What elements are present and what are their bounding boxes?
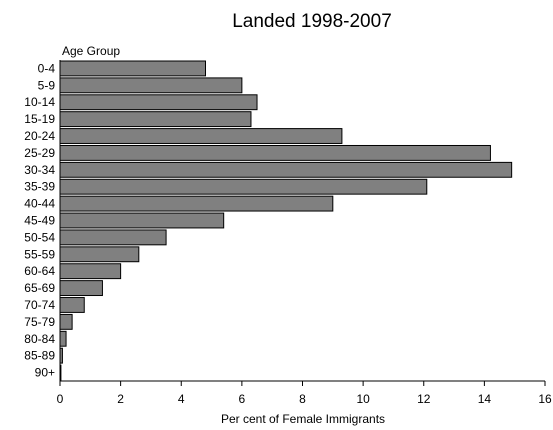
bar-75-79 [59, 313, 73, 330]
category-label-85-89: 85-89 [24, 349, 55, 363]
category-label-10-14: 10-14 [24, 95, 55, 109]
bar-15-19 [59, 111, 252, 128]
x-tick-label-2: 2 [117, 392, 124, 406]
category-label-50-54: 50-54 [24, 230, 55, 244]
bar-5-9 [59, 77, 243, 94]
x-tick-label-4: 4 [178, 392, 185, 406]
x-axis-ticks: 0 2 4 6 8 10 12 14 16 [57, 381, 552, 406]
bar-25-29 [59, 144, 491, 161]
bar-65-69 [59, 280, 103, 297]
category-label-65-69: 65-69 [24, 281, 55, 295]
x-axis-label: Per cent of Female Immigrants [221, 412, 385, 426]
bar-35-39 [59, 178, 428, 195]
x-tick-label-6: 6 [239, 392, 246, 406]
category-label-55-59: 55-59 [24, 247, 55, 261]
bar-45-49 [59, 212, 225, 229]
bars-group [59, 60, 513, 381]
category-label-25-29: 25-29 [24, 146, 55, 160]
chart-title: Landed 1998-2007 [232, 11, 392, 32]
category-label-35-39: 35-39 [24, 180, 55, 194]
x-tick-label-16: 16 [538, 392, 552, 406]
x-tick-label-14: 14 [478, 392, 492, 406]
bar-0-4 [59, 60, 206, 77]
x-tick-label-0: 0 [57, 392, 64, 406]
x-tick-label-10: 10 [356, 392, 370, 406]
bar-10-14 [59, 94, 258, 111]
bar-20-24 [59, 128, 343, 144]
category-label-30-34: 30-34 [24, 163, 55, 177]
bar-80-84 [59, 330, 67, 347]
category-label-40-44: 40-44 [24, 197, 55, 211]
bar-50-54 [59, 229, 167, 246]
category-label-60-64: 60-64 [24, 264, 55, 278]
x-tick-label-8: 8 [299, 392, 306, 406]
category-label-70-74: 70-74 [24, 298, 55, 312]
category-label-5-9: 5-9 [38, 78, 56, 92]
category-labels: 0-4 5-9 10-14 15-19 20-24 25-29 30-34 35-39 40-4… [24, 61, 55, 379]
category-label-90+: 90+ [35, 366, 55, 380]
bar-55-59 [59, 246, 140, 263]
category-label-45-49: 45-49 [24, 214, 55, 228]
category-label-15-19: 15-19 [24, 112, 55, 126]
y-axis-label: Age Group [62, 44, 120, 58]
bar-40-44 [59, 195, 334, 212]
category-label-0-4: 0-4 [38, 61, 56, 75]
category-label-20-24: 20-24 [24, 129, 55, 143]
bar-70-74 [59, 297, 85, 313]
x-tick-label-12: 12 [417, 392, 431, 406]
bar-30-34 [59, 161, 513, 178]
category-label-80-84: 80-84 [24, 332, 55, 346]
category-label-75-79: 75-79 [24, 315, 55, 329]
bar-60-64 [59, 263, 122, 280]
